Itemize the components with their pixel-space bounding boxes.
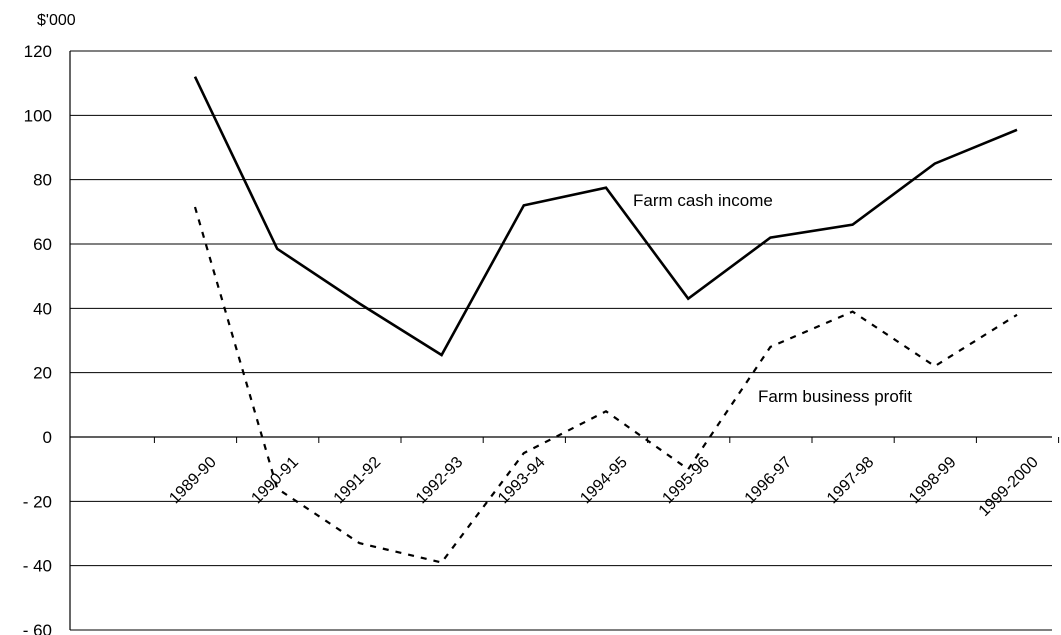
- y-tick-labels: 120 100 80 60 40 20 0 - 20 - 40 - 60: [23, 42, 52, 635]
- y-tick-label-0: 120: [24, 42, 52, 61]
- x-tick-label-5: 1994-95: [577, 454, 631, 508]
- x-tick-label-3: 1992-93: [413, 454, 467, 508]
- x-tick-label-7: 1996-97: [742, 454, 796, 508]
- y-tick-label-4: 40: [33, 299, 52, 318]
- x-tick-labels: 1989-90 1990-91 1991-92 1992-93 1993-94 1994-…: [166, 454, 1042, 520]
- series-label-farm-business-profit: Farm business profit: [758, 387, 912, 406]
- series-lines: [193, 76, 1018, 564]
- series-line-farm-cash-income: [193, 76, 1018, 357]
- x-tick-label-2: 1991-92: [331, 454, 385, 508]
- y-tick-label-9: - 60: [23, 621, 52, 635]
- y-tick-label-3: 60: [33, 235, 52, 254]
- series-line-farm-business-profit: [193, 206, 1018, 564]
- y-tick-label-8: - 40: [23, 557, 52, 576]
- x-tick-label-4: 1993-94: [495, 454, 549, 508]
- grid-lines: [70, 50, 1052, 631]
- y-unit-label: $'000: [37, 12, 76, 29]
- x-tick-label-10: 1999-2000: [976, 454, 1042, 520]
- y-tick-label-5: 20: [33, 364, 52, 383]
- y-tick-label-6: 0: [43, 428, 52, 447]
- axes: [69, 51, 1060, 630]
- series-label-farm-cash-income: Farm cash income: [633, 191, 773, 210]
- x-tick-label-9: 1998-99: [906, 454, 960, 508]
- y-tick-label-1: 100: [24, 106, 52, 125]
- x-tick-label-6: 1995-96: [659, 454, 713, 508]
- x-tick-label-8: 1997-98: [824, 454, 878, 508]
- y-tick-label-7: - 20: [23, 492, 52, 511]
- x-tick-label-0: 1989-90: [166, 454, 220, 508]
- y-tick-label-2: 80: [33, 171, 52, 190]
